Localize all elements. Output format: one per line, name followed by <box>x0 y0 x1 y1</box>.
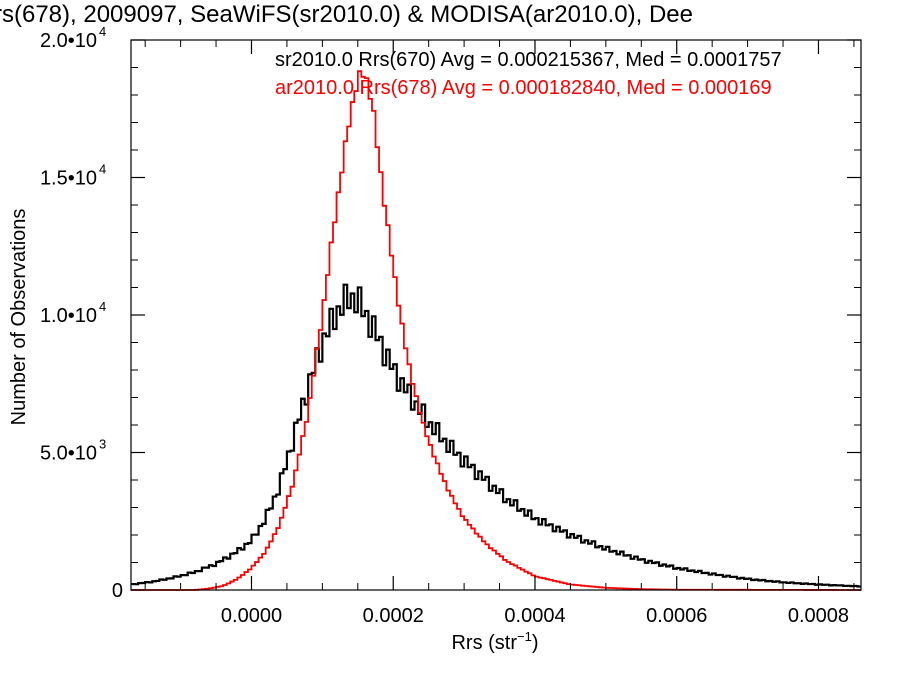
y-tick-label-exponent: 4 <box>99 299 106 314</box>
y-axis-label: Number of Observations <box>8 209 30 426</box>
y-tick-labels: 05.0•10 31.0•10 41.5•10 42.0•10 4 <box>40 24 123 602</box>
y-tick-label: 1.0•10 <box>40 305 97 327</box>
x-axis-label: Rrs (str−1) <box>451 629 538 654</box>
y-tick-label-exponent: 3 <box>99 437 106 452</box>
series-line-sr2010 <box>131 283 861 588</box>
legend-entry-sr2010: sr2010.0 Rrs(670) Avg = 0.000215367, Med… <box>275 49 782 71</box>
x-axis-label-tail: ) <box>532 632 539 654</box>
chart-title: rs(678), 2009097, SeaWiFS(sr2010.0) & MO… <box>0 1 693 28</box>
y-tick-label: 5.0•10 <box>40 443 97 465</box>
x-axis-label-main: Rrs (str <box>451 632 517 654</box>
x-tick-labels: 0.0000 0.0002 0.0004 0.0006 0.0008 <box>221 605 849 627</box>
ticks-layer <box>131 39 861 591</box>
y-tick-label-exponent: 4 <box>99 24 106 39</box>
x-tick-label: 0.0004 <box>504 605 565 627</box>
y-tick-label: 0 <box>112 580 123 602</box>
x-tick-label: 0.0000 <box>221 605 282 627</box>
legend-entry-ar2010: ar2010.0 Rrs(678) Avg = 0.000182840, Med… <box>275 77 772 99</box>
y-tick-label-exponent: 4 <box>99 162 106 177</box>
y-tick-label: 1.5•10 <box>40 168 97 190</box>
x-axis-label-superscript: −1 <box>517 629 532 644</box>
x-tick-label: 0.0008 <box>788 605 849 627</box>
x-tick-label: 0.0002 <box>363 605 424 627</box>
x-tick-label: 0.0006 <box>646 605 707 627</box>
y-tick-label: 2.0•10 <box>40 30 97 52</box>
